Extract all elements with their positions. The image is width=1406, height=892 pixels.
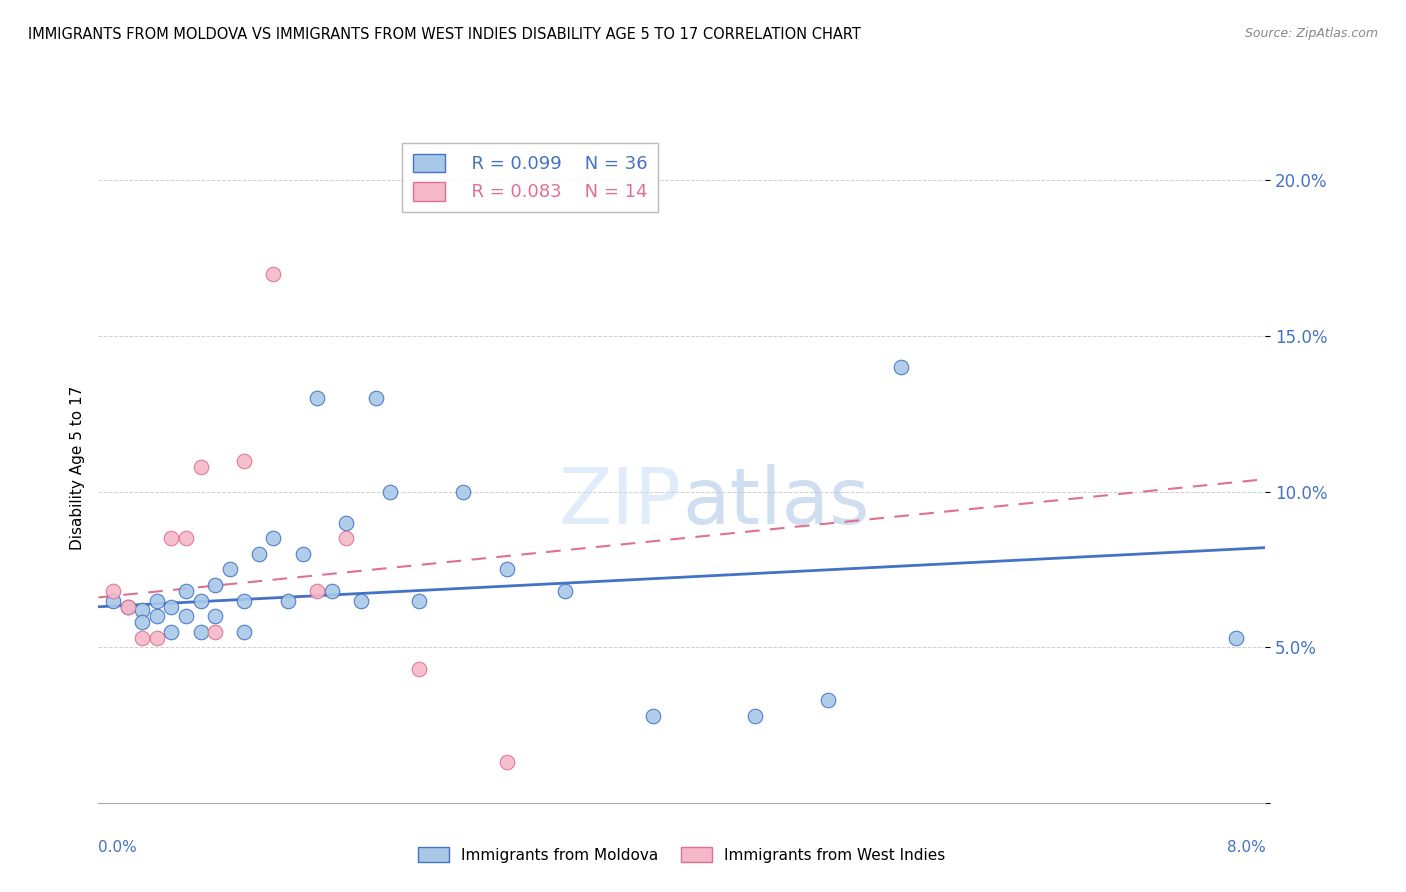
Point [233, 593, 256, 607]
Point [174, 531, 197, 545]
Text: 8.0%: 8.0% [1226, 840, 1265, 855]
Point [190, 459, 212, 474]
Text: 0.0%: 0.0% [98, 840, 138, 855]
Text: atlas: atlas [682, 464, 869, 540]
Point [190, 593, 212, 607]
Text: ZIP: ZIP [560, 464, 682, 540]
Y-axis label: Disability Age 5 to 17: Disability Age 5 to 17 [69, 386, 84, 550]
Point [408, 662, 430, 676]
Point [160, 599, 183, 614]
Point [307, 392, 329, 406]
Point [218, 562, 240, 576]
Point [204, 609, 226, 624]
Point [817, 693, 839, 707]
Point [160, 531, 183, 545]
Text: IMMIGRANTS FROM MOLDOVA VS IMMIGRANTS FROM WEST INDIES DISABILITY AGE 5 TO 17 CO: IMMIGRANTS FROM MOLDOVA VS IMMIGRANTS FR… [28, 27, 860, 42]
Point [364, 392, 387, 406]
Point [262, 267, 284, 281]
Point [233, 624, 256, 639]
Point [408, 593, 430, 607]
Point [307, 584, 329, 599]
Point [378, 484, 402, 499]
Point [277, 593, 299, 607]
Point [451, 484, 474, 499]
Point [496, 756, 519, 770]
Text: Source: ZipAtlas.com: Source: ZipAtlas.com [1244, 27, 1378, 40]
Point [350, 593, 373, 607]
Point [101, 584, 124, 599]
Point [174, 584, 197, 599]
Point [335, 516, 357, 530]
Point [641, 708, 664, 723]
Point [321, 584, 343, 599]
Point [174, 609, 197, 624]
Point [744, 708, 766, 723]
Point [190, 624, 212, 639]
Point [247, 547, 270, 561]
Point [117, 599, 139, 614]
Point [204, 578, 226, 592]
Point [291, 547, 314, 561]
Point [233, 453, 256, 467]
Point [890, 360, 912, 375]
Point [160, 624, 183, 639]
Point [496, 562, 519, 576]
Point [204, 624, 226, 639]
Point [117, 599, 139, 614]
Point [131, 615, 153, 630]
Point [1225, 631, 1247, 645]
Point [554, 584, 576, 599]
Point [146, 609, 169, 624]
Point [262, 531, 284, 545]
Point [131, 631, 153, 645]
Point [101, 593, 124, 607]
Point [146, 593, 169, 607]
Point [146, 631, 169, 645]
Point [335, 531, 357, 545]
Point [131, 603, 153, 617]
Legend: Immigrants from Moldova, Immigrants from West Indies: Immigrants from Moldova, Immigrants from… [412, 840, 952, 869]
